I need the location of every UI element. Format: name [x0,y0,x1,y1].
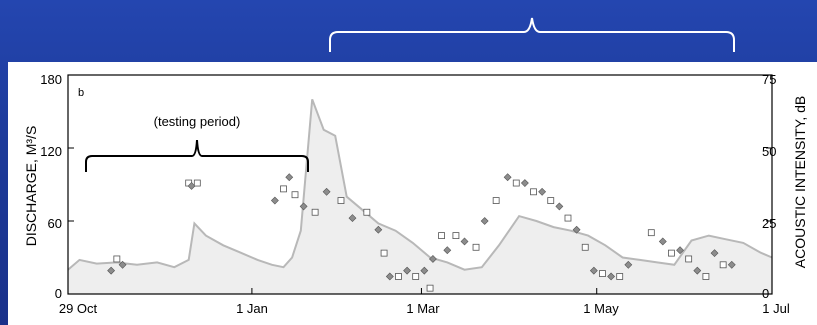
acoustic-point [581,243,589,251]
x-tick-label: 1 Jan [236,301,268,316]
acoustic-point [118,260,127,269]
discharge-line [67,98,773,271]
acoustic-point [443,246,452,255]
acoustic-point [380,249,388,257]
acoustic-point [374,225,383,234]
acoustic-point [599,270,606,277]
acoustic-point [113,255,121,263]
x-tick-label: 1 Jul [762,301,790,316]
acoustic-point [472,243,480,251]
acoustic-point [520,179,529,187]
acoustic-point [727,260,736,269]
acoustic-point [337,197,345,204]
left-tick-label: 60 [48,216,62,231]
acoustic-point [460,237,469,246]
acoustic-point [607,272,616,281]
acoustic-point [480,217,489,225]
acoustic-point [492,197,500,204]
left-tick-label: 180 [40,72,62,87]
testing-period-brace [85,139,309,172]
plot-frame [67,74,773,295]
acoustic-point [187,182,196,190]
acoustic-point [280,185,287,193]
acoustic-point [420,266,429,275]
acoustic-point [685,255,693,263]
right-tick-label: 0 [762,286,769,301]
top-brace [329,17,735,52]
right-tick-label: 50 [762,144,776,159]
acoustic-point [624,260,633,269]
acoustic-point [555,202,564,211]
testing-period-label: (testing period) [154,114,241,129]
acoustic-point [547,197,555,204]
acoustic-point [572,225,581,234]
acoustic-point [299,202,308,211]
x-tick-label: 29 Oct [59,301,98,316]
right-tick-label: 25 [762,216,776,231]
acoustic-point [658,237,667,246]
acoustic-point [702,273,710,280]
acoustic-point [395,273,402,280]
acoustic-point [193,179,201,187]
acoustic-point [616,273,624,280]
left-tick-label: 120 [40,144,62,159]
acoustic-point [668,249,675,257]
acoustic-point [363,208,371,216]
acoustic-point [538,187,547,196]
acoustic-point [512,179,520,187]
acoustic-point [676,246,684,255]
acoustic-point [503,173,512,182]
panel-label: b [78,87,84,99]
x-tick-label: 1 May [583,301,619,316]
left-tick-label: 0 [55,286,62,301]
acoustic-point [647,229,655,237]
acoustic-point [589,266,598,275]
acoustic-point [322,187,331,196]
acoustic-point [452,232,460,240]
acoustic-point [403,266,411,275]
acoustic-point [719,261,727,269]
acoustic-point [285,173,294,182]
acoustic-point [270,196,279,205]
right-tick-label: 75 [762,72,776,87]
acoustic-point [693,266,702,275]
acoustic-point [530,188,537,196]
discharge-area [68,99,772,294]
acoustic-point [710,249,719,258]
y-axis-left-label: DISCHARGE, M³/S [23,126,39,247]
acoustic-point [348,214,357,223]
acoustic-point [291,191,299,199]
acoustic-point [426,284,434,292]
acoustic-point [107,266,116,275]
acoustic-point [385,272,394,281]
acoustic-point [429,255,437,263]
y-axis-right-label: ACOUSTIC INTENSITY, dB [792,96,808,268]
x-tick-label: 1 Mar [406,301,440,316]
acoustic-point [412,273,420,280]
acoustic-point [311,208,319,216]
acoustic-point [564,214,572,222]
acoustic-point [438,232,445,240]
